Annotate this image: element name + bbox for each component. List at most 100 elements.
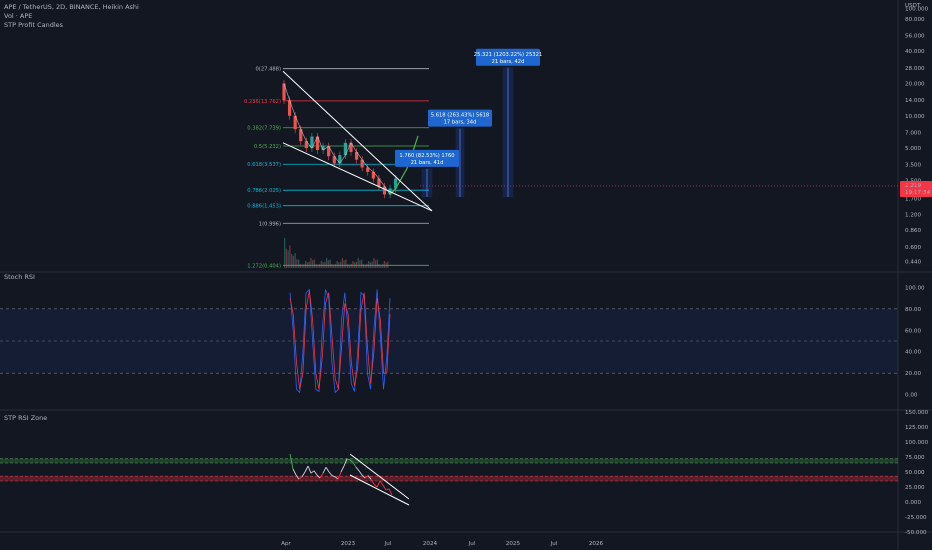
candle-body [332,156,336,164]
volume-bar [336,261,338,268]
price-tick-label: 1.700 [905,196,921,202]
volume-bar [310,258,312,268]
volume-bar [362,264,365,268]
price-line [283,83,419,195]
volume-bar [289,245,291,268]
time-tick-label: Jul [468,541,476,547]
stoch-tick-label: 100.00 [905,285,925,291]
stp-rsi-segment [307,465,312,474]
volume-bar [371,261,373,268]
volume-bar [375,260,377,268]
fib-level-label: 0.618(3.537) [247,162,281,168]
stp-rsi-segment [349,459,354,463]
stoch-rsi-label[interactable]: Stoch RSI [4,273,35,281]
volume-bar [348,264,351,268]
volume-bar [294,253,296,268]
wedge-upper-trendline [282,70,433,212]
stoch-band-fill [0,308,898,374]
time-tick-label: 2024 [423,541,438,547]
volume-bar [368,261,370,268]
fib-level-label: 0(27.488) [256,67,282,73]
target-label-box [428,109,492,127]
stp-rsi-segment [319,472,324,479]
stp-rsi-segment [343,458,348,467]
candle-body [327,146,331,157]
stp-green-zone [0,458,898,463]
volume-bar [350,263,352,268]
volume-bar [284,238,286,268]
stoch-tick-label: 60.00 [905,328,921,334]
candle-body [293,115,297,130]
indicator-legend[interactable]: STP Profit Candles [4,21,64,29]
volume-bar [298,259,300,268]
volume-bar [306,262,309,268]
stp-rsi-segment [379,480,384,486]
current-price-badge [900,180,932,197]
price-tick-label: 20.000 [905,81,925,87]
current-price-label: 2.219 [905,183,921,189]
fib-level-label: 0.382(7.739) [247,126,281,132]
stp-rsi-segment [388,488,393,496]
candle-body [315,136,320,150]
stp-rsi-segment [364,475,369,479]
stp-rsi-zone-label[interactable]: STP RSI Zone [4,414,48,422]
candle-body [394,178,398,189]
volume-bar [343,260,345,268]
volume-bar [387,261,389,268]
fib-level-label: 0.236(13.762) [244,99,281,105]
price-tick-label: 3.500 [905,163,921,169]
price-tick-label: 100.000 [905,6,929,12]
volume-bar [359,260,361,268]
target-change-label: 1.760 (82.53%) 1760 [399,153,454,159]
stp-rsi-segment [295,474,300,480]
stp-rsi-segment [346,458,351,461]
price-tick-label: 40.000 [905,49,925,55]
volume-bar [287,250,289,268]
volume-bar [320,261,323,268]
volume-legend[interactable]: Vol · APE [4,12,33,20]
candle-countdown-label: 19:17:34 [905,190,931,196]
candle-body [304,141,308,149]
volume-bar [322,262,324,268]
stp-rsi-segment [337,471,342,480]
target-bars-label: 17 bars, 34d [444,120,477,126]
price-tick-label: 14.000 [905,98,925,104]
candle-body [343,142,348,156]
stp-tick-label: 75.000 [905,455,925,461]
volume-bar [303,263,305,268]
volume-bar [357,258,359,268]
volume-bar [313,259,316,268]
volume-bar [319,263,321,268]
price-tick-label: 0.440 [905,259,921,265]
stp-tick-label: 125.000 [905,425,929,431]
price-tick-label: 10.000 [905,114,925,120]
target-bars-label: 21 bars, 42d [492,59,525,65]
volume-bar [324,261,326,268]
volume-bar [385,262,387,268]
volume-bar [369,262,372,268]
volume-bar [308,261,310,268]
candle-body [382,186,387,195]
stp-rsi-segment [352,462,357,468]
candle-body [287,100,292,116]
stp-rsi-segment [298,476,303,480]
volume-bar [373,258,375,268]
volume-bar [315,264,317,268]
volume-bar [354,262,356,268]
time-tick-label: Jul [550,541,558,547]
stp-tick-label: 50.000 [905,470,925,476]
price-tick-label: 1.200 [905,213,921,219]
volume-bar [331,264,333,268]
stp-rsi-segment [316,474,321,479]
fib-level-label: 1.272(0.404) [247,263,281,269]
time-tick-label: 2025 [506,541,521,547]
fib-level-label: 0.5(5.232) [254,144,281,150]
stp-rsi-segment [313,470,318,476]
stoch-tick-label: 40.00 [905,350,921,356]
stp-rsi-segment [328,471,333,476]
candle-body [377,178,381,187]
stp-red-zone [0,476,898,481]
volume-bar [299,264,302,268]
symbol-title[interactable]: APE / TetherUS, 2D, BINANCE, Heikin Ashi [4,3,139,11]
